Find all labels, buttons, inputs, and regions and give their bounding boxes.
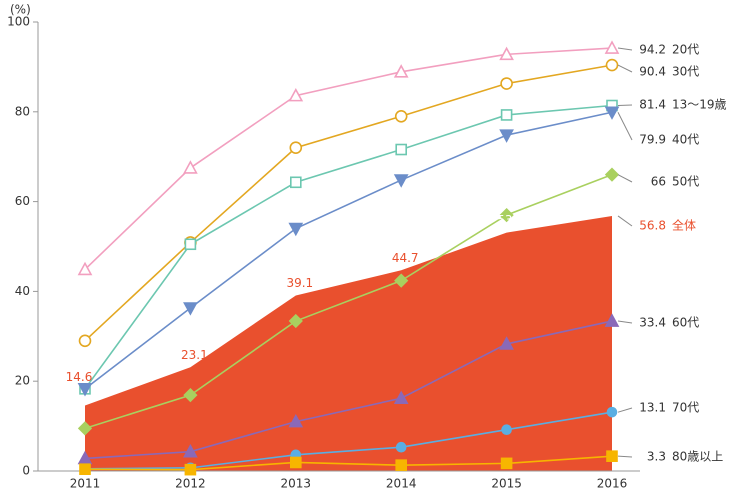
series-name: 70代 xyxy=(672,401,699,415)
marker xyxy=(289,141,303,155)
marker xyxy=(394,109,408,123)
data-label: 39.1 xyxy=(286,276,313,290)
series-name: 13～19歳 xyxy=(672,98,727,112)
y-tick-label: 40 xyxy=(15,284,30,298)
line xyxy=(84,173,613,430)
end-value-label: 66 xyxy=(651,175,666,189)
series-name: 20代 xyxy=(672,43,699,57)
marker xyxy=(77,261,93,276)
y-tick-label: 100 xyxy=(7,15,30,29)
marker xyxy=(500,457,513,470)
marker xyxy=(289,456,302,469)
data-label: 53.1 xyxy=(497,213,524,227)
line xyxy=(84,411,613,470)
series-name: 60代 xyxy=(672,316,699,330)
leader-line xyxy=(617,104,633,107)
marker xyxy=(604,313,620,327)
series-name: 全体 xyxy=(672,218,696,233)
marker xyxy=(288,87,304,102)
marker xyxy=(184,238,197,251)
marker xyxy=(183,444,198,458)
end-value-label: 81.4 xyxy=(639,98,666,112)
x-tick-label: 2015 xyxy=(491,477,522,491)
marker xyxy=(395,459,408,471)
line xyxy=(84,111,613,390)
marker xyxy=(393,64,409,78)
leader-line xyxy=(617,455,633,458)
marker xyxy=(77,383,93,397)
line xyxy=(84,47,613,270)
marker xyxy=(77,421,93,436)
end-value-label: 13.1 xyxy=(639,401,666,415)
leader-line xyxy=(617,407,633,413)
line xyxy=(84,104,613,390)
marker xyxy=(606,406,618,418)
marker xyxy=(500,77,513,90)
leader-line xyxy=(617,112,633,141)
marker xyxy=(394,273,409,288)
end-value-label: 90.4 xyxy=(639,65,666,79)
area xyxy=(85,215,612,471)
end-value-label: 3.3 xyxy=(647,450,666,464)
series-name: 40代 xyxy=(672,133,699,147)
y-axis-label: (%) xyxy=(10,3,31,17)
marker xyxy=(605,58,619,72)
marker xyxy=(288,313,303,329)
data-label: 23.1 xyxy=(181,348,208,362)
series-name: 30代 xyxy=(672,65,699,79)
marker xyxy=(499,336,514,350)
marker xyxy=(289,176,302,189)
marker xyxy=(183,302,198,316)
leader-line xyxy=(617,64,633,73)
marker xyxy=(499,129,514,143)
line xyxy=(84,64,613,342)
marker xyxy=(393,174,409,188)
marker xyxy=(79,463,91,476)
marker xyxy=(604,40,620,54)
data-label: 44.7 xyxy=(392,251,419,265)
end-value-label: 94.2 xyxy=(639,43,666,57)
marker xyxy=(288,222,304,237)
marker xyxy=(393,390,409,405)
x-tick-label: 2011 xyxy=(70,477,101,491)
y-tick-label: 20 xyxy=(15,374,30,388)
marker xyxy=(395,441,407,453)
data-label: 14.6 xyxy=(66,370,93,384)
marker xyxy=(288,413,304,428)
marker xyxy=(501,424,512,435)
end-value-label: 33.4 xyxy=(639,316,666,330)
marker xyxy=(499,46,514,61)
x-tick-label: 2016 xyxy=(597,477,628,491)
x-tick-label: 2012 xyxy=(175,477,206,491)
marker xyxy=(395,143,408,156)
leader-line xyxy=(617,174,633,183)
end-value-label: 56.8 xyxy=(639,219,666,233)
line xyxy=(84,320,613,460)
line xyxy=(84,455,613,471)
x-tick-label: 2014 xyxy=(386,477,417,491)
end-value-label: 79.9 xyxy=(639,133,666,147)
marker xyxy=(499,207,514,223)
series-name: 50代 xyxy=(672,175,699,189)
leader-line xyxy=(617,320,633,324)
marker xyxy=(604,106,620,120)
marker xyxy=(604,167,620,182)
marker xyxy=(183,160,198,174)
y-tick-label: 0 xyxy=(22,464,30,478)
y-tick-label: 60 xyxy=(15,194,30,208)
leader-line xyxy=(617,47,633,51)
leader-line xyxy=(617,215,633,227)
series-name: 80歳以上 xyxy=(672,450,723,464)
marker xyxy=(606,450,618,462)
y-tick-label: 80 xyxy=(15,104,30,118)
marker xyxy=(183,387,198,403)
marker xyxy=(500,109,513,121)
x-tick-label: 2013 xyxy=(281,477,312,491)
marker xyxy=(78,334,92,348)
marker xyxy=(184,463,197,476)
